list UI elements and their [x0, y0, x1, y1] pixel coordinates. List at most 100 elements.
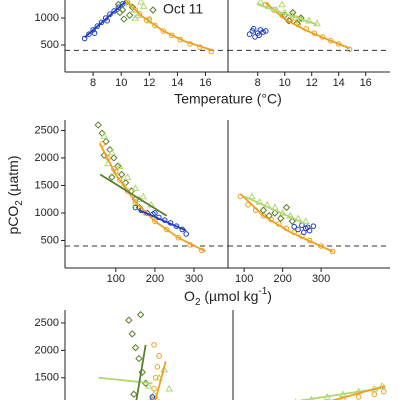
- point: [139, 2, 148, 9]
- y-tick-label: 500: [41, 39, 59, 51]
- point: [149, 6, 157, 14]
- point: [110, 154, 118, 162]
- point: [115, 162, 124, 170]
- point: [114, 162, 122, 170]
- point: [288, 217, 296, 225]
- point: [98, 19, 105, 26]
- point: [160, 365, 168, 373]
- point: [135, 354, 143, 363]
- point: [250, 26, 257, 32]
- x-tick-label: 300: [312, 273, 330, 285]
- point: [108, 148, 116, 156]
- point: [245, 201, 251, 208]
- point: [152, 218, 158, 225]
- point: [111, 8, 117, 14]
- axis-label: Temperature (°C): [174, 91, 282, 107]
- point: [151, 342, 157, 348]
- point: [310, 223, 317, 229]
- axis-label-part: -1: [258, 286, 267, 297]
- point: [94, 23, 101, 29]
- axis-label-part: 2: [195, 297, 201, 308]
- point: [136, 311, 145, 319]
- y-tick-label: 1500: [35, 179, 59, 191]
- fit-line: [330, 385, 386, 400]
- point: [115, 4, 122, 10]
- point: [94, 121, 102, 129]
- x-tick-label: 8: [255, 77, 261, 89]
- point: [263, 28, 269, 34]
- point: [183, 231, 189, 237]
- fit-line: [84, 1, 127, 39]
- point: [297, 14, 305, 22]
- point: [295, 226, 301, 233]
- axis-label-part: pCO: [5, 206, 21, 235]
- x-tick-label: 300: [185, 273, 203, 285]
- point: [116, 177, 123, 183]
- fit-line: [124, 0, 213, 52]
- axis-label-part: ): [267, 288, 272, 304]
- point: [137, 0, 145, 5]
- fit-line: [135, 344, 147, 400]
- x-tick-label: 8: [90, 77, 96, 89]
- x-tick-label: 12: [306, 77, 318, 89]
- x-tick-label: 200: [146, 273, 164, 285]
- point: [259, 206, 268, 214]
- point: [278, 0, 286, 8]
- y-tick-label: 2000: [35, 152, 59, 164]
- point: [138, 368, 146, 376]
- point: [132, 204, 139, 211]
- point: [130, 390, 138, 398]
- point: [260, 29, 266, 35]
- point: [152, 210, 158, 216]
- x-tick-label: 16: [360, 77, 372, 89]
- point: [380, 388, 387, 395]
- point: [355, 394, 362, 400]
- y-tick-label: 500: [41, 234, 59, 246]
- point: [125, 316, 133, 324]
- point: [247, 192, 256, 200]
- fit-line: [265, 2, 350, 50]
- point: [291, 223, 297, 230]
- point: [128, 330, 136, 338]
- point: [131, 184, 140, 192]
- point: [119, 181, 128, 189]
- y-tick-label: 1000: [35, 207, 59, 219]
- axis-label-part: 2: [14, 200, 25, 206]
- fit-line: [257, 3, 318, 26]
- point: [108, 173, 116, 181]
- point: [81, 35, 88, 42]
- point: [145, 381, 153, 389]
- point: [371, 391, 378, 398]
- point: [256, 32, 262, 39]
- point: [123, 173, 132, 181]
- x-tick-label: 100: [107, 273, 125, 285]
- point: [175, 234, 182, 241]
- point: [131, 343, 140, 352]
- fit-line: [99, 173, 168, 217]
- point: [346, 46, 353, 53]
- point: [120, 15, 128, 23]
- axis-label-part: O: [184, 288, 195, 304]
- point: [154, 363, 161, 370]
- point: [100, 131, 108, 139]
- point: [163, 226, 170, 233]
- point: [277, 214, 285, 223]
- point: [132, 199, 139, 205]
- y-tick-label: 1500: [35, 372, 59, 384]
- point: [116, 8, 124, 17]
- y-tick-label: 2500: [35, 317, 59, 329]
- point: [150, 390, 158, 398]
- fit-line: [154, 361, 167, 400]
- x-tick-label: 10: [115, 77, 127, 89]
- point: [125, 11, 134, 20]
- x-tick-label: 10: [279, 77, 291, 89]
- point: [117, 170, 126, 179]
- axis-label: O2 (µmol kg-1): [184, 286, 272, 308]
- fit-line: [99, 143, 207, 253]
- point: [152, 22, 158, 29]
- point: [160, 28, 167, 34]
- point: [304, 224, 311, 231]
- axis-label-part: (µatm): [5, 156, 21, 201]
- fit-line: [98, 376, 153, 385]
